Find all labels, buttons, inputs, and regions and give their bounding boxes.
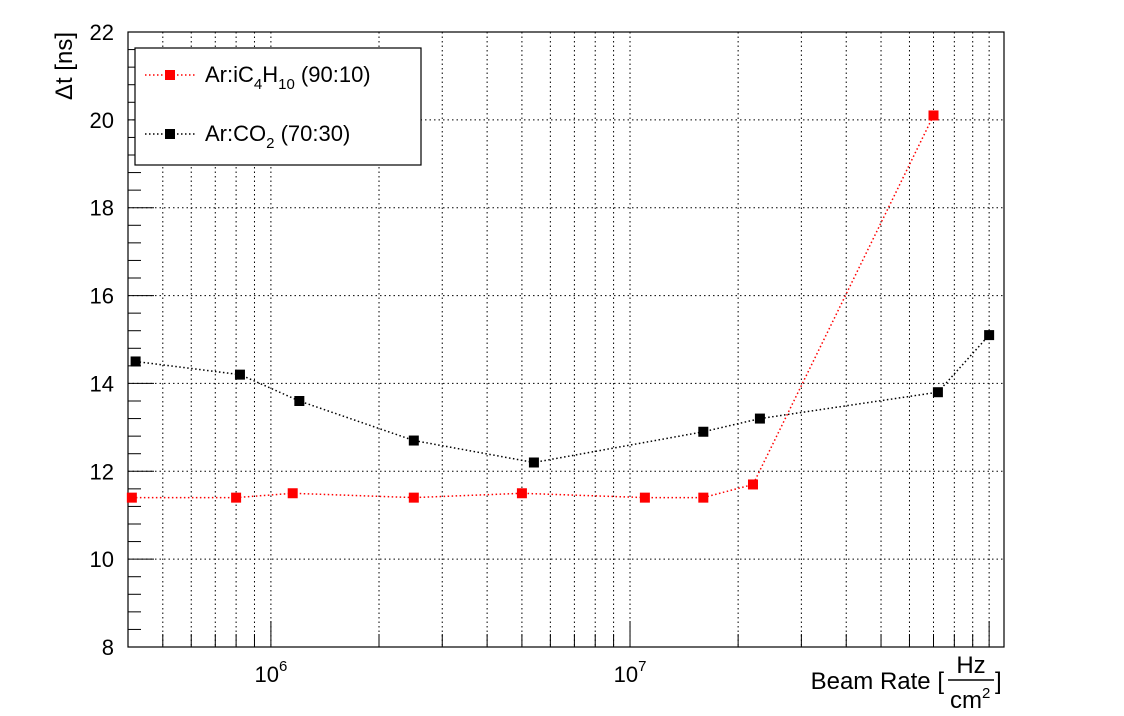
data-point [698,492,709,503]
series-line [131,115,935,499]
legend: Ar:iC4H10 (90:10) Ar:CO2 (70:30) [134,47,422,166]
x-tick-label: 106 [254,658,287,687]
y-tick-label: 8 [102,635,114,660]
y-tick-label: 16 [90,284,114,309]
y-tick-label: 12 [90,459,114,484]
data-point [754,413,765,424]
y-tick-label: 14 [90,371,114,396]
data-point [408,435,419,446]
series-0 [126,110,939,503]
x-axis-title-close: ] [995,668,1002,695]
legend-marker [165,129,175,139]
x-tick-label: 107 [614,658,647,687]
legend-marker [165,70,175,80]
data-point [234,369,245,380]
y-tick-label: 18 [90,196,114,221]
data-point [639,492,650,503]
y-tick-label: 10 [90,547,114,572]
y-axis-title: Δt [ns] [51,32,78,100]
x-axis-title: Beam Rate [ Hz cm2] [811,652,1002,714]
data-point [231,492,242,503]
data-point [928,110,939,121]
legend-label: Ar:iC4H10 (90:10) [205,62,371,93]
legend-entry-1: Ar:CO2 (70:30) [145,121,350,152]
x-axis-title-numerator: Hz [956,652,985,679]
x-axis-title-denominator: cm2 [950,685,990,714]
plot-frame [127,31,1005,648]
legend-box [134,47,422,166]
data-point [130,356,141,367]
data-point [932,387,943,398]
data-point [408,492,419,503]
legend-entry-0: Ar:iC4H10 (90:10) [145,62,371,93]
series-1 [130,330,995,468]
legend-label: Ar:CO2 (70:30) [205,121,350,152]
x-axis-title-text: Beam Rate [ [811,668,945,695]
data-point [287,488,298,499]
data-point [294,396,305,406]
data-point [984,330,995,341]
y-tick-label: 22 [90,20,114,45]
series [126,110,995,503]
y-tick-label: 20 [90,108,114,133]
data-point [698,426,709,437]
axes: 8 10 12 14 16 18 20 22 106 107 Δt [ns] Beam Rate [ H… [51,20,1005,714]
series-line [135,334,990,464]
data-point [747,479,758,490]
data-point [516,488,527,499]
data-point [126,492,137,503]
data-point [528,457,539,468]
